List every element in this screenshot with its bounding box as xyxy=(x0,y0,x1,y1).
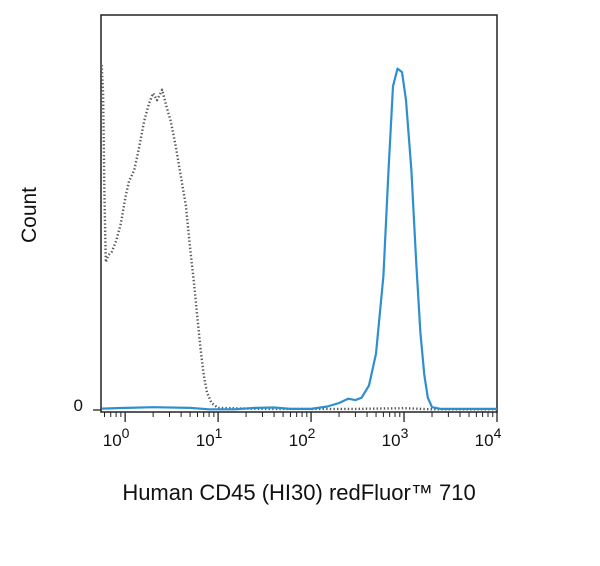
plot-frame xyxy=(100,14,498,413)
x-tick-label: 103 xyxy=(382,425,409,450)
x-axis-title: Human CD45 (HI30) redFluor™ 710 xyxy=(122,480,475,505)
series-layer xyxy=(100,64,497,411)
tick-label-layer: 100 101 102 103 104 0 xyxy=(74,396,502,450)
x-tick-label: 100 xyxy=(103,425,130,450)
series-control-line xyxy=(100,64,497,411)
x-tick-label: 102 xyxy=(289,425,316,450)
tick-layer xyxy=(93,409,498,422)
x-tick-label: 101 xyxy=(196,425,223,450)
series-stained-line xyxy=(101,67,497,411)
x-tick-label: 104 xyxy=(475,425,502,450)
y-axis-title: Count xyxy=(18,187,41,243)
y-tick-label: 0 xyxy=(74,396,83,415)
